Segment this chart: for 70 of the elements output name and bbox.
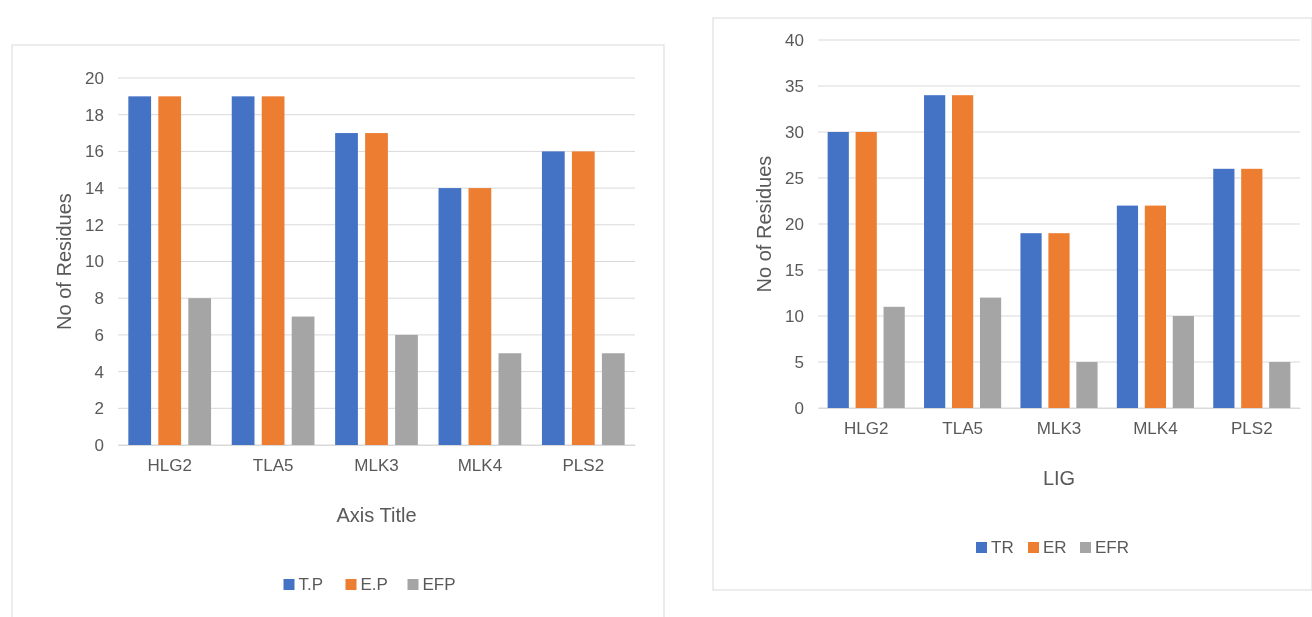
y-axis-title: No of Residues: [753, 155, 775, 293]
x-tick-label: PLS2: [562, 456, 605, 476]
y-tick-label: 35: [785, 76, 804, 96]
bar: [1241, 168, 1263, 408]
y-tick-label: 4: [94, 362, 104, 382]
bar: [827, 132, 849, 408]
bar: [952, 95, 974, 408]
x-tick-label: MLK4: [1133, 419, 1178, 439]
legend-label: E.P: [360, 575, 388, 594]
bar: [498, 353, 522, 445]
y-tick-label: 10: [85, 252, 104, 272]
bar: [1076, 362, 1098, 408]
bar: [261, 96, 285, 445]
bar: [188, 298, 212, 445]
bar: [128, 96, 152, 445]
y-tick-label: 12: [85, 215, 104, 235]
bar: [1116, 205, 1139, 408]
y-tick-label: 5: [794, 352, 804, 372]
y-tick-label: 25: [785, 168, 804, 188]
y-tick-label: 16: [85, 142, 104, 162]
bar: [231, 96, 255, 445]
y-axis-title: No of Residues: [53, 193, 75, 330]
legend-label: EFR: [1095, 538, 1129, 557]
x-tick-label: HLG2: [843, 419, 889, 439]
x-tick-label: TLA5: [942, 419, 983, 439]
x-axis-title: Axis Title: [336, 504, 417, 526]
y-tick-label: 15: [785, 260, 804, 280]
bar: [1020, 233, 1042, 408]
bar: [1048, 233, 1070, 408]
bar: [291, 316, 315, 445]
y-tick-label: 0: [794, 398, 804, 418]
y-tick-label: 8: [94, 289, 104, 309]
bar: [979, 297, 1002, 408]
bar: [1213, 168, 1235, 408]
bar: [365, 133, 388, 445]
legend-label: TR: [991, 538, 1014, 557]
legend-label: T.P: [298, 575, 324, 594]
bar: [438, 188, 462, 445]
y-tick-label: 10: [785, 306, 804, 326]
y-tick-label: 30: [785, 122, 804, 142]
y-tick-label: 2: [94, 399, 104, 419]
bar: [1172, 316, 1194, 408]
x-tick-label: MLK3: [1036, 419, 1082, 439]
y-tick-label: 6: [94, 325, 104, 345]
bar: [158, 96, 182, 445]
x-tick-label: MLK3: [354, 456, 399, 476]
legend-label: EFP: [422, 575, 456, 594]
bar: [924, 95, 946, 408]
legend-label: ER: [1043, 538, 1067, 557]
y-tick-label: 40: [785, 30, 804, 50]
bar: [855, 132, 877, 408]
y-tick-label: 18: [85, 105, 104, 125]
x-tick-label: MLK4: [457, 456, 503, 476]
bar: [571, 151, 595, 445]
bar: [541, 151, 565, 445]
bar: [601, 353, 625, 445]
y-tick-label: 14: [85, 179, 104, 199]
bar: [1269, 362, 1291, 408]
y-tick-label: 20: [785, 214, 804, 234]
x-tick-label: TLA5: [252, 456, 294, 476]
bar: [468, 188, 492, 445]
x-axis-title: LIG: [1042, 467, 1076, 489]
bar: [395, 334, 418, 445]
y-tick-label: 0: [94, 435, 104, 455]
x-tick-label: HLG2: [147, 456, 192, 476]
x-tick-label: PLS2: [1231, 419, 1273, 439]
bar: [1144, 205, 1167, 408]
bar: [335, 133, 358, 445]
y-tick-label: 20: [85, 68, 104, 88]
bar: [883, 306, 905, 408]
